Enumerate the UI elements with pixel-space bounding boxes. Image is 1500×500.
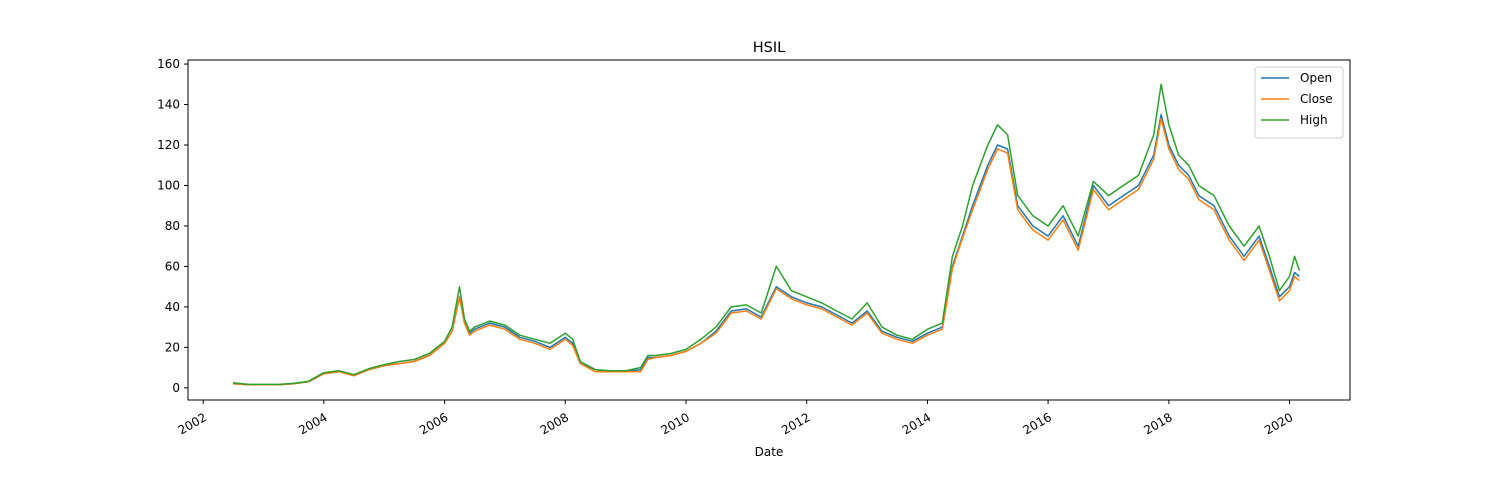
y-tick-label: 100 xyxy=(157,178,180,192)
x-tick-label: 2016 xyxy=(1021,410,1054,437)
legend-label-close: Close xyxy=(1300,92,1333,106)
x-tick-label: 2018 xyxy=(1141,410,1174,437)
y-tick-label: 140 xyxy=(157,98,180,112)
x-tick-label: 2014 xyxy=(900,410,933,437)
x-tick-label: 2012 xyxy=(779,410,812,437)
x-axis: 2002 2004 2006 2008 2010 2012 2014 2016 2018 2020 xyxy=(176,400,1295,437)
x-tick-label: 2002 xyxy=(176,410,209,437)
chart-title: HSIL xyxy=(753,40,785,56)
legend-label-high: High xyxy=(1300,113,1328,127)
x-tick-label: 2020 xyxy=(1262,410,1295,437)
legend: Open Close High xyxy=(1254,66,1344,139)
y-tick-label: 80 xyxy=(165,219,180,233)
plot-frame xyxy=(187,59,1351,401)
plot-area xyxy=(187,59,1351,401)
y-tick-label: 120 xyxy=(157,138,180,152)
legend-label-open: Open xyxy=(1300,71,1332,85)
y-tick-label: 160 xyxy=(157,57,180,71)
series-line-high xyxy=(233,83,1301,386)
y-tick-label: 0 xyxy=(172,381,180,395)
y-tick-label: 20 xyxy=(165,340,180,354)
y-axis: 0 20 40 60 80 100 120 140 160 xyxy=(157,57,188,395)
series-line-close xyxy=(233,117,1300,386)
x-tick-label: 2008 xyxy=(538,410,571,437)
plot-background xyxy=(188,60,1350,400)
x-tick-label: 2010 xyxy=(658,410,691,437)
x-tick-label: 2004 xyxy=(296,410,329,437)
series-layer xyxy=(233,83,1301,386)
y-tick-label: 40 xyxy=(165,300,180,314)
y-tick-label: 60 xyxy=(165,259,180,273)
x-tick-label: 2006 xyxy=(417,410,450,437)
x-axis-title: Date xyxy=(755,445,784,459)
